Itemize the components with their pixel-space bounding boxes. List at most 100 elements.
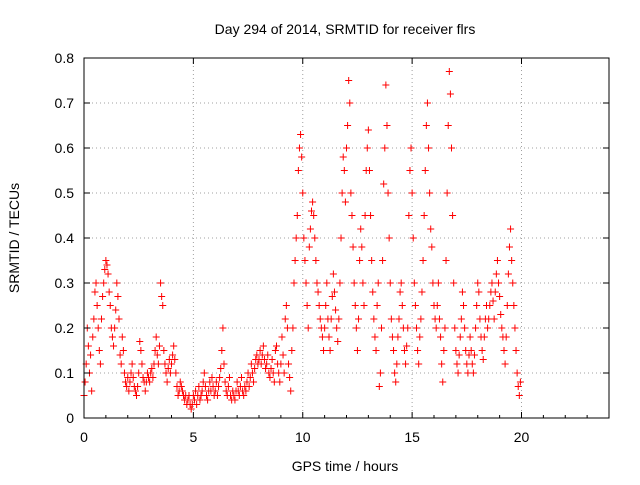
data-point	[446, 90, 454, 98]
data-point	[444, 122, 452, 129]
data-point	[451, 324, 459, 332]
data-point	[280, 369, 288, 377]
data-point	[315, 302, 323, 309]
data-point	[247, 360, 255, 368]
data-point	[201, 383, 209, 390]
data-point	[95, 347, 103, 354]
data-point	[184, 396, 192, 404]
data-point	[325, 333, 333, 341]
data-point	[458, 288, 466, 296]
data-point	[157, 279, 165, 287]
data-point	[128, 360, 136, 368]
data-point	[349, 243, 357, 251]
data-point	[327, 315, 335, 323]
data-point	[311, 234, 319, 242]
data-point	[208, 374, 216, 381]
data-point	[508, 257, 516, 264]
data-point	[479, 356, 487, 363]
data-point	[516, 378, 524, 386]
data-point	[243, 378, 251, 386]
data-point	[339, 153, 347, 161]
data-point	[373, 302, 381, 309]
data-point	[129, 374, 137, 381]
data-point	[409, 234, 417, 242]
data-point	[452, 347, 460, 354]
data-point	[215, 383, 223, 390]
data-point	[113, 279, 121, 287]
data-point	[153, 351, 161, 359]
data-point	[105, 288, 113, 296]
data-point	[126, 378, 134, 386]
data-point	[511, 324, 519, 332]
data-point	[421, 167, 429, 174]
data-point	[169, 351, 177, 359]
data-point	[233, 378, 241, 386]
data-point	[344, 122, 352, 129]
data-point	[231, 396, 239, 404]
data-point	[204, 396, 212, 404]
data-point	[375, 383, 383, 390]
data-point	[454, 369, 462, 377]
data-point	[460, 302, 468, 309]
data-point	[395, 315, 403, 323]
data-point	[466, 333, 474, 341]
data-point	[96, 360, 104, 368]
data-points	[80, 68, 524, 413]
data-point	[198, 387, 206, 395]
data-point	[328, 293, 336, 300]
data-point	[224, 383, 232, 390]
data-point	[398, 302, 406, 309]
data-point	[110, 342, 118, 350]
data-point	[158, 293, 166, 300]
data-point	[512, 347, 520, 354]
data-point	[276, 378, 284, 386]
data-point	[356, 257, 364, 264]
data-point	[171, 356, 179, 363]
data-point	[300, 234, 308, 242]
data-point	[351, 302, 359, 309]
data-point	[112, 306, 120, 314]
data-point	[355, 315, 363, 323]
data-point	[323, 279, 331, 287]
y-axis-label: SRMTID / TECUs	[6, 183, 22, 293]
data-point	[213, 392, 221, 399]
data-point	[341, 198, 349, 206]
data-point	[393, 360, 401, 368]
data-point	[428, 243, 436, 251]
data-point	[278, 333, 286, 341]
data-point	[273, 342, 280, 350]
data-point	[216, 374, 224, 381]
y-tick-label: 0	[66, 410, 74, 426]
data-point	[135, 369, 143, 377]
data-point	[81, 378, 89, 386]
data-point	[309, 198, 317, 206]
data-point	[478, 347, 486, 354]
data-point	[357, 225, 365, 233]
x-tick-label: 15	[404, 429, 420, 445]
y-tick-label: 0.7	[55, 95, 75, 111]
data-point	[384, 189, 392, 197]
data-point	[93, 302, 101, 309]
data-point	[199, 378, 207, 386]
data-point	[84, 342, 92, 350]
data-point	[159, 302, 167, 309]
data-point	[346, 99, 354, 107]
data-point	[374, 279, 382, 287]
data-point	[490, 315, 498, 323]
data-point	[437, 333, 445, 341]
data-point	[321, 324, 329, 332]
data-point	[457, 315, 465, 323]
data-point	[449, 212, 457, 219]
data-point	[372, 347, 380, 354]
data-point	[332, 306, 340, 314]
data-point	[406, 167, 414, 174]
data-point	[468, 360, 476, 368]
data-point	[368, 257, 376, 264]
data-point	[498, 324, 506, 332]
data-point	[116, 351, 124, 359]
data-point	[343, 144, 350, 152]
data-point	[371, 333, 379, 341]
data-point	[87, 351, 95, 359]
data-point	[334, 338, 342, 345]
